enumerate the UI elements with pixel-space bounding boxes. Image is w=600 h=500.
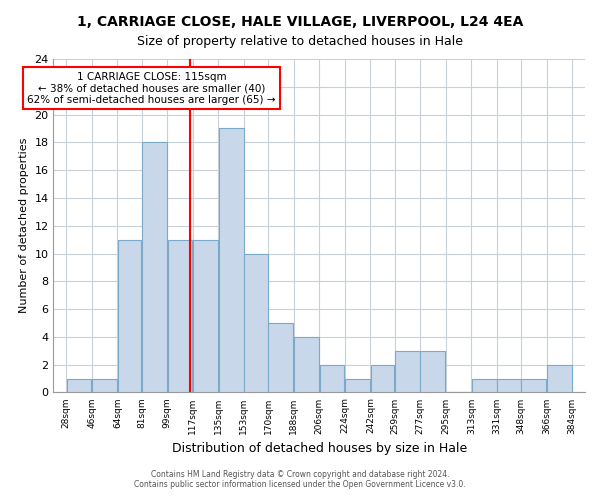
Bar [244, 254, 268, 392]
Bar [345, 378, 370, 392]
Bar [167, 240, 193, 392]
Bar [497, 378, 521, 392]
Bar [421, 351, 445, 393]
Bar [92, 378, 117, 392]
Bar [218, 128, 244, 392]
Bar [118, 240, 141, 392]
Bar [268, 323, 293, 392]
Bar [294, 337, 319, 392]
X-axis label: Distribution of detached houses by size in Hale: Distribution of detached houses by size … [172, 442, 467, 455]
Bar [472, 378, 497, 392]
Bar [193, 240, 218, 392]
Bar [371, 364, 394, 392]
Bar [67, 378, 91, 392]
Text: Size of property relative to detached houses in Hale: Size of property relative to detached ho… [137, 35, 463, 48]
Text: Contains HM Land Registry data © Crown copyright and database right 2024.
Contai: Contains HM Land Registry data © Crown c… [134, 470, 466, 489]
Bar [547, 364, 572, 392]
Bar [142, 142, 167, 392]
Text: 1, CARRIAGE CLOSE, HALE VILLAGE, LIVERPOOL, L24 4EA: 1, CARRIAGE CLOSE, HALE VILLAGE, LIVERPO… [77, 15, 523, 29]
Bar [521, 378, 546, 392]
Bar [395, 351, 420, 393]
Y-axis label: Number of detached properties: Number of detached properties [19, 138, 29, 314]
Bar [320, 364, 344, 392]
Text: 1 CARRIAGE CLOSE: 115sqm
← 38% of detached houses are smaller (40)
62% of semi-d: 1 CARRIAGE CLOSE: 115sqm ← 38% of detach… [27, 72, 276, 104]
